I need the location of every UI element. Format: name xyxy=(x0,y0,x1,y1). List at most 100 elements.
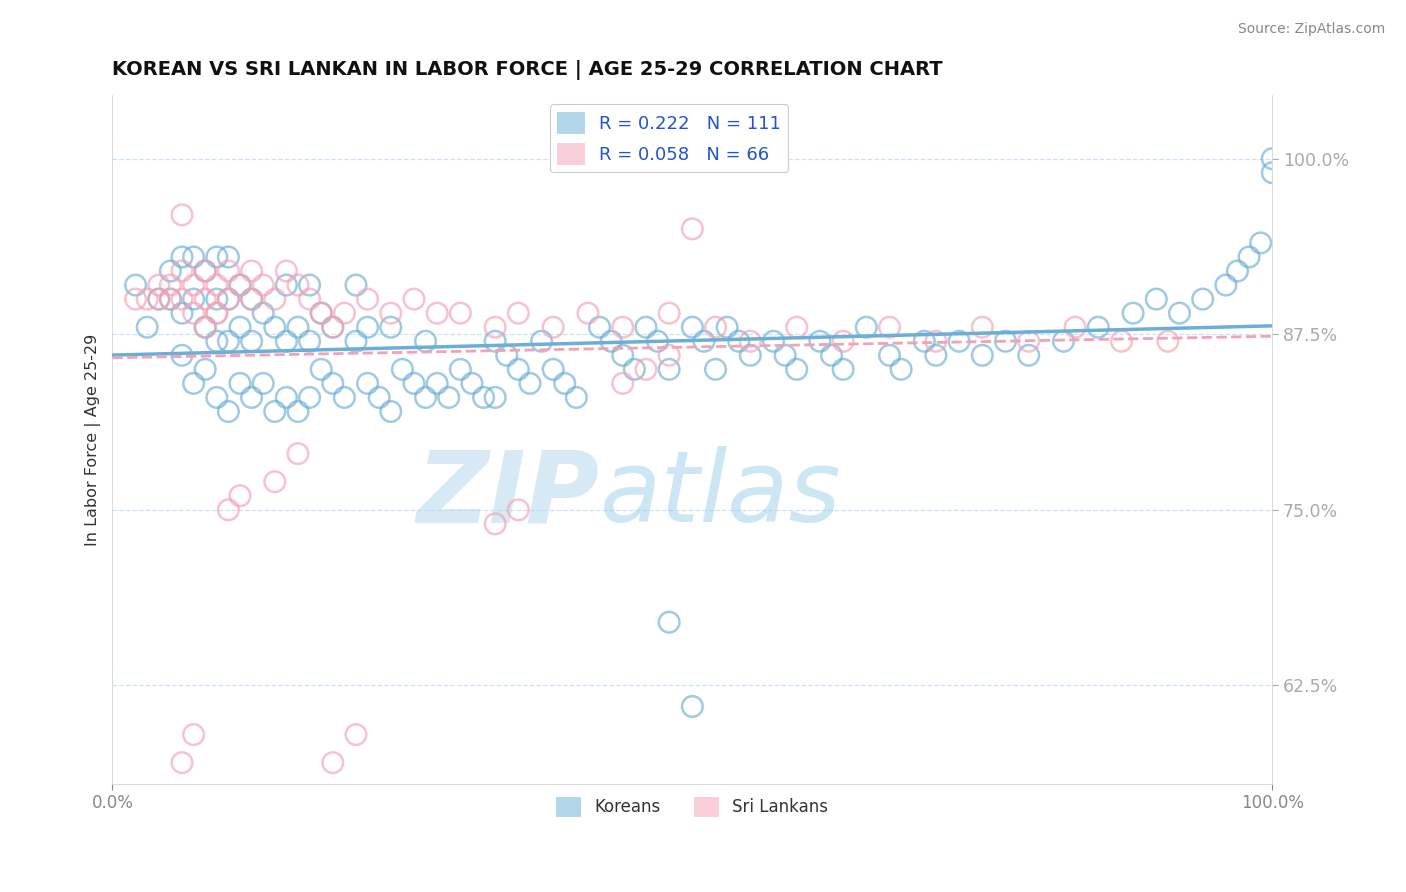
Point xyxy=(634,320,657,334)
Point xyxy=(1018,348,1040,362)
Point xyxy=(588,320,610,334)
Point xyxy=(217,292,239,306)
Point xyxy=(879,320,901,334)
Point xyxy=(484,334,506,349)
Point xyxy=(298,334,321,349)
Point xyxy=(402,292,425,306)
Point xyxy=(183,292,205,306)
Point xyxy=(808,334,831,349)
Point xyxy=(183,278,205,293)
Point xyxy=(716,320,738,334)
Point xyxy=(1226,264,1249,278)
Point xyxy=(634,362,657,376)
Point xyxy=(240,391,263,405)
Point xyxy=(229,320,252,334)
Point xyxy=(541,320,564,334)
Point xyxy=(276,264,298,278)
Point xyxy=(449,362,471,376)
Point xyxy=(344,334,367,349)
Point xyxy=(762,334,785,349)
Point xyxy=(217,404,239,418)
Point xyxy=(368,391,391,405)
Point xyxy=(217,250,239,264)
Point xyxy=(449,306,471,320)
Point xyxy=(217,334,239,349)
Point xyxy=(344,278,367,293)
Point xyxy=(415,334,437,349)
Text: atlas: atlas xyxy=(599,446,841,543)
Point xyxy=(1122,306,1144,320)
Point xyxy=(1215,278,1237,293)
Point xyxy=(612,376,634,391)
Point xyxy=(136,292,159,306)
Point xyxy=(229,278,252,293)
Point xyxy=(1087,320,1109,334)
Point xyxy=(426,376,449,391)
Point xyxy=(786,320,808,334)
Point xyxy=(170,264,193,278)
Point xyxy=(194,264,217,278)
Point xyxy=(356,292,378,306)
Point xyxy=(205,250,228,264)
Point xyxy=(1261,152,1284,166)
Point xyxy=(124,278,146,293)
Point xyxy=(322,376,344,391)
Point xyxy=(298,391,321,405)
Point xyxy=(1052,334,1074,349)
Point xyxy=(170,208,193,222)
Point xyxy=(681,320,703,334)
Point xyxy=(948,334,970,349)
Point xyxy=(925,334,948,349)
Point xyxy=(240,334,263,349)
Point xyxy=(276,391,298,405)
Point xyxy=(402,376,425,391)
Point xyxy=(647,334,669,349)
Point xyxy=(170,348,193,362)
Point xyxy=(170,306,193,320)
Point xyxy=(380,320,402,334)
Point xyxy=(159,292,181,306)
Point xyxy=(972,320,994,334)
Point xyxy=(263,404,285,418)
Point xyxy=(832,334,855,349)
Point xyxy=(217,503,239,517)
Point xyxy=(681,222,703,236)
Point xyxy=(565,391,588,405)
Point xyxy=(276,334,298,349)
Point xyxy=(159,292,181,306)
Point xyxy=(391,362,413,376)
Point xyxy=(484,516,506,531)
Point xyxy=(704,320,727,334)
Point xyxy=(356,320,378,334)
Point xyxy=(1157,334,1180,349)
Point xyxy=(183,250,205,264)
Point xyxy=(240,264,263,278)
Point xyxy=(727,334,749,349)
Point xyxy=(344,728,367,742)
Point xyxy=(1168,306,1191,320)
Point xyxy=(681,699,703,714)
Point xyxy=(229,376,252,391)
Y-axis label: In Labor Force | Age 25-29: In Labor Force | Age 25-29 xyxy=(86,334,101,546)
Point xyxy=(276,278,298,293)
Point xyxy=(925,348,948,362)
Point xyxy=(240,292,263,306)
Point xyxy=(530,334,553,349)
Point xyxy=(855,320,877,334)
Point xyxy=(309,306,332,320)
Point xyxy=(252,278,274,293)
Point xyxy=(194,320,217,334)
Point xyxy=(298,292,321,306)
Point xyxy=(508,306,530,320)
Point xyxy=(484,391,506,405)
Point xyxy=(205,334,228,349)
Point xyxy=(356,376,378,391)
Point xyxy=(136,320,159,334)
Point xyxy=(1237,250,1260,264)
Point xyxy=(194,264,217,278)
Point xyxy=(658,306,681,320)
Point xyxy=(263,320,285,334)
Point xyxy=(1111,334,1133,349)
Point xyxy=(194,292,217,306)
Point xyxy=(252,306,274,320)
